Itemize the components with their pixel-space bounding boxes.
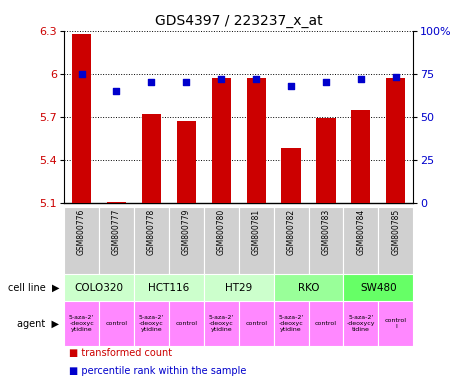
Text: GSM800784: GSM800784: [356, 209, 365, 255]
Text: GSM800782: GSM800782: [286, 209, 295, 255]
Text: GSM800785: GSM800785: [391, 209, 400, 255]
Text: GSM800781: GSM800781: [252, 209, 261, 255]
Bar: [134, 274, 204, 301]
Title: GDS4397 / 223237_x_at: GDS4397 / 223237_x_at: [155, 14, 323, 28]
Point: [218, 76, 225, 82]
Bar: [72, 33, 91, 203]
Bar: [316, 118, 335, 203]
Text: GSM800783: GSM800783: [322, 209, 331, 255]
Text: cell line  ▶: cell line ▶: [8, 283, 59, 293]
Text: control
l: control l: [385, 318, 407, 329]
Point: [357, 76, 365, 82]
Bar: [309, 207, 343, 274]
Text: RKO: RKO: [298, 283, 319, 293]
Bar: [142, 114, 161, 203]
Text: 5-aza-2'
-deoxyc
ytidine: 5-aza-2' -deoxyc ytidine: [69, 315, 94, 332]
Text: GSM800780: GSM800780: [217, 209, 226, 255]
Bar: [169, 301, 204, 346]
Bar: [204, 301, 238, 346]
Text: 5-aza-2'
-deoxycy
tidine: 5-aza-2' -deoxycy tidine: [347, 315, 375, 332]
Text: 5-aza-2'
-deoxyc
ytidine: 5-aza-2' -deoxyc ytidine: [278, 315, 304, 332]
Text: 5-aza-2'
-deoxyc
ytidine: 5-aza-2' -deoxyc ytidine: [209, 315, 234, 332]
Bar: [134, 301, 169, 346]
Text: HCT116: HCT116: [148, 283, 190, 293]
Bar: [107, 202, 126, 203]
Bar: [274, 274, 343, 301]
Bar: [343, 274, 413, 301]
Bar: [177, 121, 196, 203]
Bar: [238, 207, 274, 274]
Bar: [274, 301, 309, 346]
Bar: [204, 207, 238, 274]
Point: [148, 79, 155, 85]
Point: [252, 76, 260, 82]
Text: SW480: SW480: [360, 283, 397, 293]
Bar: [64, 301, 99, 346]
Bar: [309, 301, 343, 346]
Text: ■ percentile rank within the sample: ■ percentile rank within the sample: [69, 366, 246, 376]
Text: COLO320: COLO320: [75, 283, 124, 293]
Bar: [343, 207, 379, 274]
Text: 5-aza-2'
-deoxyc
ytidine: 5-aza-2' -deoxyc ytidine: [139, 315, 164, 332]
Point: [78, 71, 86, 77]
Text: control: control: [105, 321, 127, 326]
Text: agent  ▶: agent ▶: [18, 318, 59, 329]
Bar: [64, 207, 99, 274]
Text: GSM800777: GSM800777: [112, 209, 121, 255]
Bar: [247, 78, 266, 203]
Bar: [352, 109, 370, 203]
Text: HT29: HT29: [225, 283, 252, 293]
Bar: [169, 207, 204, 274]
Text: GSM800779: GSM800779: [182, 209, 191, 255]
Bar: [204, 274, 274, 301]
Point: [322, 79, 330, 85]
Point: [182, 79, 190, 85]
Bar: [343, 301, 379, 346]
Bar: [238, 301, 274, 346]
Text: control: control: [175, 321, 197, 326]
Text: ■ transformed count: ■ transformed count: [69, 348, 172, 358]
Bar: [274, 207, 309, 274]
Text: control: control: [315, 321, 337, 326]
Bar: [99, 207, 134, 274]
Bar: [99, 301, 134, 346]
Point: [392, 74, 399, 80]
Text: GSM800776: GSM800776: [77, 209, 86, 255]
Bar: [386, 78, 405, 203]
Bar: [379, 207, 413, 274]
Text: GSM800778: GSM800778: [147, 209, 156, 255]
Text: control: control: [245, 321, 267, 326]
Bar: [134, 207, 169, 274]
Point: [287, 83, 295, 89]
Bar: [64, 274, 134, 301]
Point: [113, 88, 120, 94]
Bar: [379, 301, 413, 346]
Bar: [212, 78, 231, 203]
Bar: [282, 148, 301, 203]
